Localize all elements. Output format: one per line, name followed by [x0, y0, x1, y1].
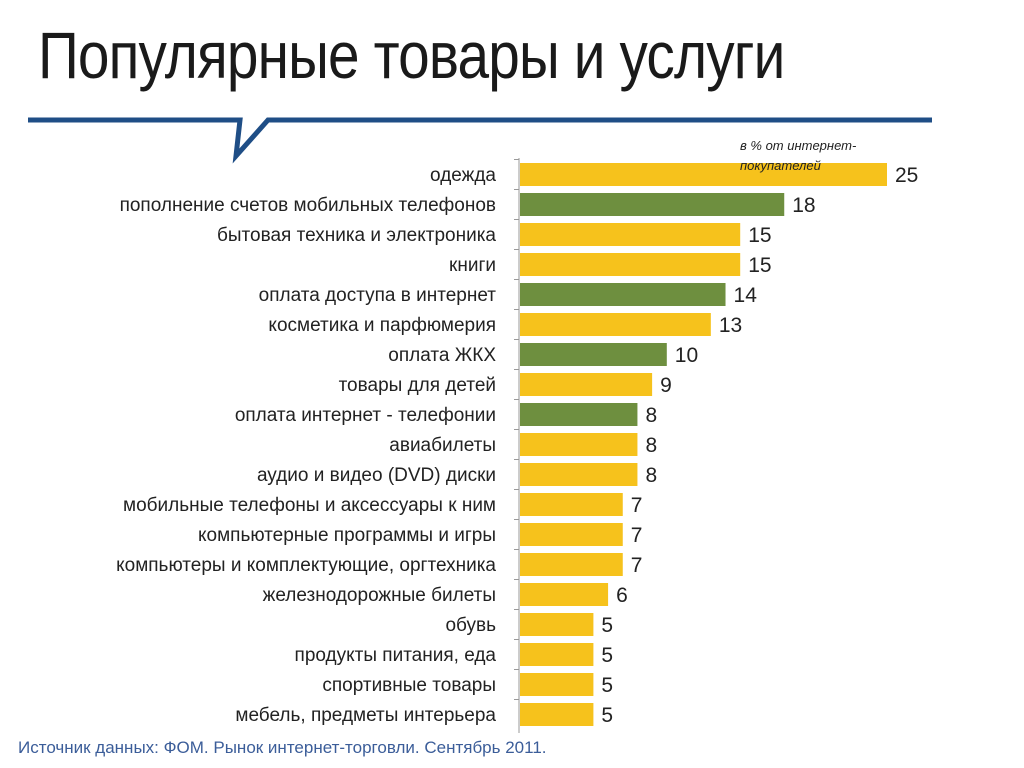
- bar: [520, 433, 638, 456]
- category-label: аудио и видео (DVD) диски: [257, 465, 496, 486]
- category-label: мобильные телефоны и аксессуары к ним: [123, 495, 496, 516]
- value-label: 14: [734, 284, 758, 307]
- category-label: оплата доступа в интернет: [259, 285, 497, 306]
- page-title: Популярные товары и услуги: [38, 18, 785, 92]
- value-label: 6: [616, 584, 628, 607]
- value-label: 5: [601, 674, 613, 697]
- value-label: 13: [719, 314, 742, 337]
- bar: [520, 463, 638, 486]
- bar: [520, 223, 741, 246]
- bar: [520, 643, 594, 666]
- bar: [520, 553, 623, 576]
- category-label: обувь: [445, 615, 496, 636]
- bar: [520, 253, 741, 276]
- value-label: 7: [631, 554, 643, 577]
- category-label: компьютерные программы и игры: [198, 525, 496, 546]
- value-label: 5: [601, 704, 613, 727]
- category-label: авиабилеты: [389, 435, 496, 456]
- category-label: продукты питания, еда: [295, 645, 497, 666]
- category-label: компьютеры и комплектующие, оргтехника: [116, 555, 496, 576]
- bar: [520, 403, 638, 426]
- bar: [520, 343, 667, 366]
- value-label: 7: [631, 524, 643, 547]
- value-label: 8: [645, 434, 657, 457]
- value-label: 5: [601, 644, 613, 667]
- category-label: одежда: [430, 165, 496, 186]
- bar: [520, 613, 594, 636]
- bar: [520, 193, 785, 216]
- category-label: железнодорожные билеты: [263, 585, 496, 606]
- value-label: 25: [895, 164, 918, 187]
- unit-note: в % от интернет-покупателей: [740, 138, 857, 173]
- bar: [520, 493, 623, 516]
- source-note: Источник данных: ФОМ. Рынок интернет-тор…: [18, 738, 547, 757]
- value-label: 15: [748, 254, 771, 277]
- bar: [520, 703, 594, 726]
- value-label: 8: [645, 464, 657, 487]
- category-label: косметика и парфюмерия: [268, 315, 496, 336]
- title-underline-callout: [28, 117, 932, 164]
- bar: [520, 673, 594, 696]
- value-label: 8: [645, 404, 657, 427]
- value-label: 7: [631, 494, 643, 517]
- category-label: оплата интернет - телефонии: [235, 405, 496, 426]
- bar: [520, 163, 887, 186]
- category-label: спортивные товары: [322, 675, 496, 696]
- category-label: мебель, предметы интерьера: [235, 705, 496, 726]
- category-label: пополнение счетов мобильных телефонов: [120, 195, 496, 216]
- value-label: 18: [792, 194, 815, 217]
- category-label: книги: [449, 255, 496, 276]
- category-label: бытовая техника и электроника: [217, 225, 496, 246]
- value-label: 5: [601, 614, 613, 637]
- value-label: 15: [748, 224, 771, 247]
- bar: [520, 583, 609, 606]
- bar: [520, 373, 653, 396]
- bar: [520, 283, 726, 306]
- bar: [520, 313, 711, 336]
- value-label: 10: [675, 344, 698, 367]
- bar: [520, 523, 623, 546]
- category-label: оплата ЖКХ: [388, 345, 496, 366]
- value-label: 9: [660, 374, 672, 397]
- category-label: товары для детей: [339, 375, 496, 396]
